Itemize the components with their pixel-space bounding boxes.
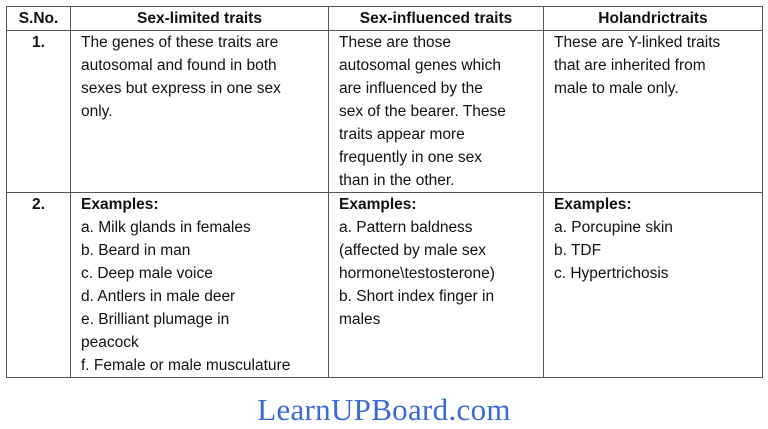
cell-text-line: a. Pattern baldness <box>339 219 473 236</box>
cell-text-line: hormone\testosterone) <box>339 265 495 282</box>
cell: The genes of these traits are autosomal a… <box>70 30 329 193</box>
cell: Examples: a. Pattern baldness (affected by… <box>328 192 544 378</box>
table-row: 2. Examples: a. Milk glands in females b. … <box>6 192 763 378</box>
header-holandric: Holandrictraits <box>543 6 763 31</box>
cell-text-line: a. Porcupine skin <box>554 219 673 236</box>
cell: These are those autosomal genes which are … <box>328 30 544 193</box>
cell-text-line: These are Y-linked traits <box>554 34 721 51</box>
cell-text-line: traits appear more <box>339 126 465 143</box>
header-sex-limited: Sex-limited traits <box>70 6 329 31</box>
cell-text-line: autosomal genes which <box>339 57 501 74</box>
cell-text-line: f. Female or male musculature <box>81 357 291 374</box>
cell: Examples: a. Milk glands in females b. Bea… <box>70 192 329 378</box>
examples-heading: Examples: <box>554 196 632 213</box>
cell-text-line: frequently in one sex <box>339 149 483 166</box>
cell-text-line: than in the other. <box>339 172 455 189</box>
cell: Examples: a. Porcupine skin b. TDF c. Hyper… <box>543 192 763 378</box>
header-sex-influenced: Sex-influenced traits <box>328 6 544 31</box>
cell-text-line: e. Brilliant plumage in <box>81 311 230 328</box>
header-sno: S.No. <box>6 6 71 31</box>
examples-heading: Examples: <box>81 196 159 213</box>
row-number: 2. <box>6 192 71 378</box>
cell-text-line: These are those <box>339 34 452 51</box>
cell-text-line: males <box>339 311 381 328</box>
cell-text-line: The genes of these traits are <box>81 34 279 51</box>
cell-text-line: male to male only. <box>554 80 679 97</box>
cell-text-line: c. Hypertrichosis <box>554 265 669 282</box>
cell-text-line: d. Antlers in male deer <box>81 288 236 305</box>
cell-text-line: (affected by male sex <box>339 242 487 259</box>
cell: These are Y-linked traits that are inheri… <box>543 30 763 193</box>
cell-text-line: b. Beard in man <box>81 242 191 259</box>
traits-comparison-table: S.No. Sex-limited traits Sex-influenced … <box>6 6 763 378</box>
cell-text-line: c. Deep male voice <box>81 265 213 282</box>
cell-text-line: sex of the bearer. These <box>339 103 506 120</box>
cell-text-line: only. <box>81 103 113 120</box>
table-row: 1. The genes of these traits are autosoma… <box>6 30 763 193</box>
cell-text-line: a. Milk glands in females <box>81 219 251 236</box>
cell-text-line: peacock <box>81 334 139 351</box>
cell-text-line: sexes but express in one sex <box>81 80 281 97</box>
watermark-logo: LearnUPBoard.com <box>257 392 511 427</box>
header-row: S.No. Sex-limited traits Sex-influenced … <box>6 6 763 31</box>
cell-text-line: b. Short index finger in <box>339 288 495 305</box>
cell-text-line: are influenced by the <box>339 80 483 97</box>
cell-text-line: autosomal and found in both <box>81 57 277 74</box>
cell-text-line: b. TDF <box>554 242 602 259</box>
cell-text-line: that are inherited from <box>554 57 706 74</box>
examples-heading: Examples: <box>339 196 417 213</box>
row-number: 1. <box>6 30 71 193</box>
